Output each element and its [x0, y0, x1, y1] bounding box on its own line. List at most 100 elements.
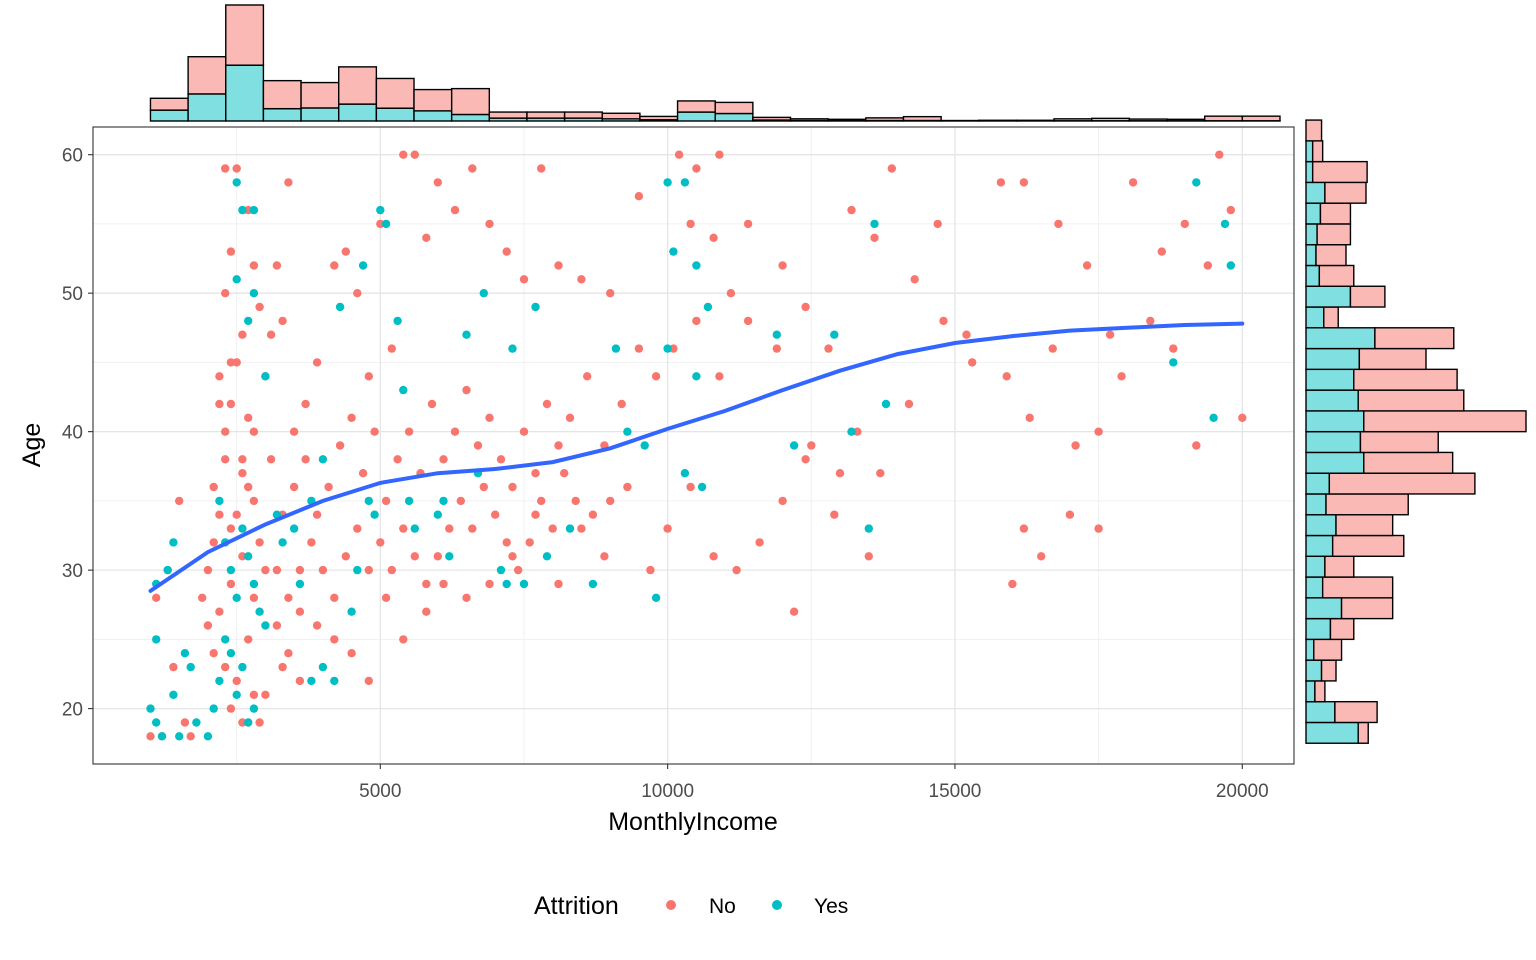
- point-no: [381, 593, 391, 602]
- point-yes: [508, 344, 517, 353]
- point-no: [1002, 372, 1011, 381]
- legend-key-yes: [772, 900, 782, 910]
- point-no: [272, 565, 282, 575]
- right-hist-bar-yes: [1305, 493, 1327, 516]
- point-yes: [663, 178, 672, 187]
- top-hist-bar-no: [300, 81, 340, 109]
- point-no: [330, 635, 339, 644]
- point-no: [203, 565, 213, 575]
- point-no: [1226, 205, 1236, 215]
- point-no: [312, 621, 322, 630]
- point-yes: [238, 205, 247, 215]
- point-no: [807, 441, 816, 450]
- right-hist-bar-yes: [1305, 472, 1331, 495]
- point-no: [226, 399, 236, 409]
- point-no: [364, 372, 373, 381]
- right-hist-bar-yes: [1305, 285, 1352, 308]
- point-no: [755, 538, 764, 547]
- point-yes: [565, 524, 575, 533]
- point-no: [577, 524, 586, 533]
- point-no: [778, 496, 787, 506]
- point-yes: [307, 676, 316, 686]
- point-no: [422, 607, 431, 616]
- point-no: [249, 593, 259, 602]
- point-no: [962, 330, 971, 339]
- right-hist-bar-no: [1313, 638, 1343, 661]
- right-hist-bar-no: [1363, 451, 1454, 474]
- point-no: [353, 524, 362, 533]
- point-no: [238, 552, 247, 561]
- point-no: [284, 649, 293, 658]
- point-no: [801, 455, 810, 464]
- point-no: [272, 261, 282, 270]
- point-no: [289, 482, 299, 492]
- point-no: [215, 372, 224, 381]
- point-no: [473, 441, 483, 450]
- point-no: [904, 399, 914, 409]
- point-no: [312, 358, 322, 367]
- point-no: [244, 413, 253, 422]
- right-hist-bar-yes: [1305, 555, 1326, 578]
- point-no: [876, 469, 885, 478]
- point-no: [266, 455, 276, 464]
- top-hist-bar-yes: [338, 103, 378, 122]
- point-yes: [209, 704, 218, 713]
- top-hist-bar-yes: [262, 107, 302, 122]
- point-no: [743, 316, 753, 326]
- right-hist-bar-yes: [1305, 534, 1334, 557]
- point-no: [709, 552, 718, 561]
- right-hist-bar-yes: [1305, 680, 1316, 703]
- point-no: [996, 178, 1006, 187]
- point-no: [519, 275, 529, 284]
- right-hist-bar-yes: [1305, 160, 1314, 184]
- point-yes: [175, 732, 184, 741]
- point-no: [686, 219, 695, 229]
- point-no: [560, 469, 569, 478]
- x-tick-label: 5000: [359, 781, 401, 802]
- point-no: [221, 427, 230, 436]
- point-no: [1065, 510, 1075, 519]
- right-hist-bar-no: [1325, 493, 1409, 516]
- point-no: [1203, 261, 1213, 270]
- point-no: [370, 427, 379, 436]
- right-hist-bar-no: [1315, 244, 1347, 267]
- point-no: [531, 510, 540, 519]
- point-no: [284, 593, 293, 602]
- point-yes: [146, 704, 155, 713]
- point-no: [1048, 344, 1057, 353]
- point-yes: [244, 552, 253, 561]
- point-yes: [1192, 178, 1201, 187]
- top-hist-bar-no: [1241, 115, 1281, 122]
- right-hist-bar-yes: [1305, 202, 1322, 225]
- right-hist-bar-yes: [1305, 264, 1321, 287]
- point-no: [249, 496, 259, 506]
- point-no: [209, 482, 218, 492]
- point-no: [617, 399, 626, 409]
- plot-background: [93, 127, 1294, 764]
- right-hist-bar-yes: [1305, 721, 1359, 744]
- right-hist-bar-yes: [1305, 576, 1324, 599]
- point-no: [278, 662, 287, 672]
- point-no: [554, 579, 563, 589]
- top-hist-bar-no: [375, 77, 415, 109]
- point-yes: [789, 441, 799, 450]
- point-no: [198, 593, 207, 602]
- point-yes: [180, 649, 190, 658]
- point-no: [318, 565, 328, 575]
- point-yes: [692, 372, 701, 381]
- point-no: [853, 427, 862, 436]
- point-no: [341, 247, 350, 256]
- point-no: [249, 690, 259, 699]
- top-hist-bar-no: [714, 101, 754, 115]
- top-hist-bar-no: [827, 118, 867, 122]
- point-no: [715, 372, 724, 381]
- point-no: [226, 579, 236, 589]
- point-yes: [502, 579, 511, 589]
- point-yes: [703, 302, 713, 312]
- point-no: [301, 455, 310, 464]
- point-no: [353, 289, 362, 298]
- point-no: [433, 552, 442, 561]
- top-hist-bar-yes: [300, 107, 340, 122]
- smooth-line: [148, 321, 1245, 593]
- right-hist-bar-yes: [1305, 140, 1314, 163]
